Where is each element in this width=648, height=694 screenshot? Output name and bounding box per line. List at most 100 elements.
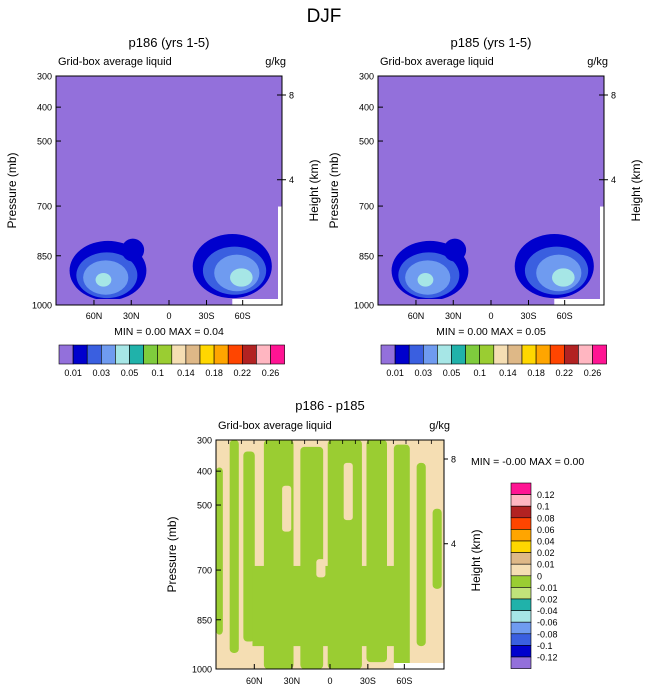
colorbar-swatch <box>143 344 159 365</box>
colorbar-label: 0.22 <box>234 368 252 378</box>
missing-region <box>554 299 606 306</box>
colorbar-swatch <box>256 344 271 365</box>
y-axis-label: Pressure (mb) <box>327 152 341 228</box>
y-tick-label: 1000 <box>32 301 52 311</box>
x-tick-label: 60N <box>246 676 263 686</box>
colorbar-swatch <box>380 344 396 365</box>
left-label: Grid-box average liquid <box>380 56 494 68</box>
contour-fills <box>69 234 272 299</box>
y-tick-label: 1000 <box>192 665 212 675</box>
difference-contour <box>316 559 326 578</box>
colorbar-swatch <box>507 344 523 365</box>
x-tick-label: 0 <box>327 676 332 686</box>
colorbar-swatch <box>199 344 215 365</box>
x-tick-label: 0 <box>166 311 171 321</box>
colorbar-label: 0.03 <box>93 368 111 378</box>
colorbar-swatch <box>72 344 88 365</box>
missing-region <box>278 206 284 305</box>
colorbar-label: 0.1 <box>537 502 550 512</box>
units-label: g/kg <box>587 56 608 68</box>
colorbar-swatch <box>510 598 532 611</box>
difference-contour <box>343 462 353 521</box>
left-label: Grid-box average liquid <box>218 420 332 432</box>
colorbar-swatch <box>510 552 532 565</box>
colorbar-label: 0.12 <box>537 490 555 500</box>
x-tick-label: 30S <box>521 311 537 321</box>
colorbar-label: 0 <box>537 571 542 581</box>
colorbar-label: 0.05 <box>121 368 139 378</box>
colorbar-swatch <box>510 645 532 658</box>
colorbar-swatch <box>115 344 130 365</box>
sh-cloud-contour <box>230 268 253 287</box>
colorbar-label: 0.22 <box>556 368 574 378</box>
y-tick-label: 700 <box>359 202 374 212</box>
y-tick-label: 400 <box>37 103 52 113</box>
colorbar-swatch <box>510 517 532 530</box>
panel-difference: p186 - p185 Grid-box average liquid g/kg 30… <box>165 398 584 686</box>
colorbar-swatch <box>422 344 438 365</box>
colorbar-label: 0.02 <box>537 548 555 558</box>
y-tick-label: 300 <box>359 72 374 82</box>
colorbar-label: 0.06 <box>537 525 555 535</box>
sh-cloud-contour <box>552 268 575 287</box>
colorbar-label: 0.18 <box>205 368 223 378</box>
y-tick-label: 850 <box>359 251 374 261</box>
colorbar-swatch <box>408 344 424 365</box>
figure-title: DJF <box>307 6 342 27</box>
panel-title: p186 (yrs 1-5) <box>129 35 210 50</box>
colorbar-swatch <box>86 344 102 365</box>
min-max-label: MIN = 0.00 MAX = 0.04 <box>114 326 224 338</box>
colorbar-label: 0.14 <box>177 368 195 378</box>
y-tick-label: 300 <box>197 436 212 446</box>
colorbar-swatch <box>242 344 257 365</box>
colorbar-label: 0.01 <box>64 368 82 378</box>
colorbar-swatch <box>493 344 509 365</box>
y2-axis-label: Height (km) <box>307 159 321 221</box>
x-tick-label: 30N <box>284 676 301 686</box>
nh-cloud-contour <box>121 238 145 262</box>
colorbar-swatch <box>171 344 187 365</box>
colorbar-label: 0.18 <box>527 368 545 378</box>
colorbar-swatch <box>592 344 607 365</box>
colorbar-swatch <box>510 529 532 542</box>
colorbar-swatch <box>101 344 116 365</box>
y-tick-label: 300 <box>37 72 52 82</box>
colorbar-label: 0.08 <box>537 513 555 523</box>
y-tick-label: 700 <box>197 566 212 576</box>
y2-axis-label: Height (km) <box>469 529 483 591</box>
difference-contour <box>243 451 255 642</box>
difference-contour <box>432 508 442 589</box>
x-tick-label: 60N <box>408 311 425 321</box>
colorbar-label: 0.26 <box>584 368 602 378</box>
x-tick-label: 60N <box>86 311 103 321</box>
colorbar-swatch <box>479 344 495 365</box>
y-tick-label: 400 <box>197 467 212 477</box>
y-tick-label: 700 <box>37 202 52 212</box>
colorbar-swatch <box>510 563 532 577</box>
x-tick-label: 30N <box>123 311 140 321</box>
difference-contour <box>416 462 426 647</box>
difference-contour <box>282 485 292 532</box>
colorbar-label: -0.01 <box>537 583 558 593</box>
colorbar-swatch <box>510 633 532 646</box>
y-tick-label: 850 <box>197 615 212 625</box>
colorbar-label: 0.04 <box>537 537 555 547</box>
colorbar-label: -0.12 <box>537 653 558 663</box>
y2-tick-label: 4 <box>289 175 294 185</box>
colorbar-swatch <box>510 621 532 635</box>
colorbar-swatch <box>521 344 537 365</box>
colorbar-swatch <box>157 344 173 365</box>
missing-region <box>232 299 284 306</box>
colorbar-label: -0.1 <box>537 641 553 651</box>
x-tick-label: 60S <box>235 311 251 321</box>
colorbar-swatch <box>510 505 532 519</box>
y-tick-label: 850 <box>37 251 52 261</box>
y2-tick-label: 8 <box>611 91 616 101</box>
colorbar-swatch <box>563 344 579 365</box>
nh-cloud-contour <box>95 272 112 287</box>
colorbar-swatch <box>578 344 593 365</box>
x-tick-label: 0 <box>488 311 493 321</box>
colorbar-swatch <box>451 344 466 365</box>
colorbar-swatch <box>510 494 532 507</box>
y-tick-label: 400 <box>359 103 374 113</box>
